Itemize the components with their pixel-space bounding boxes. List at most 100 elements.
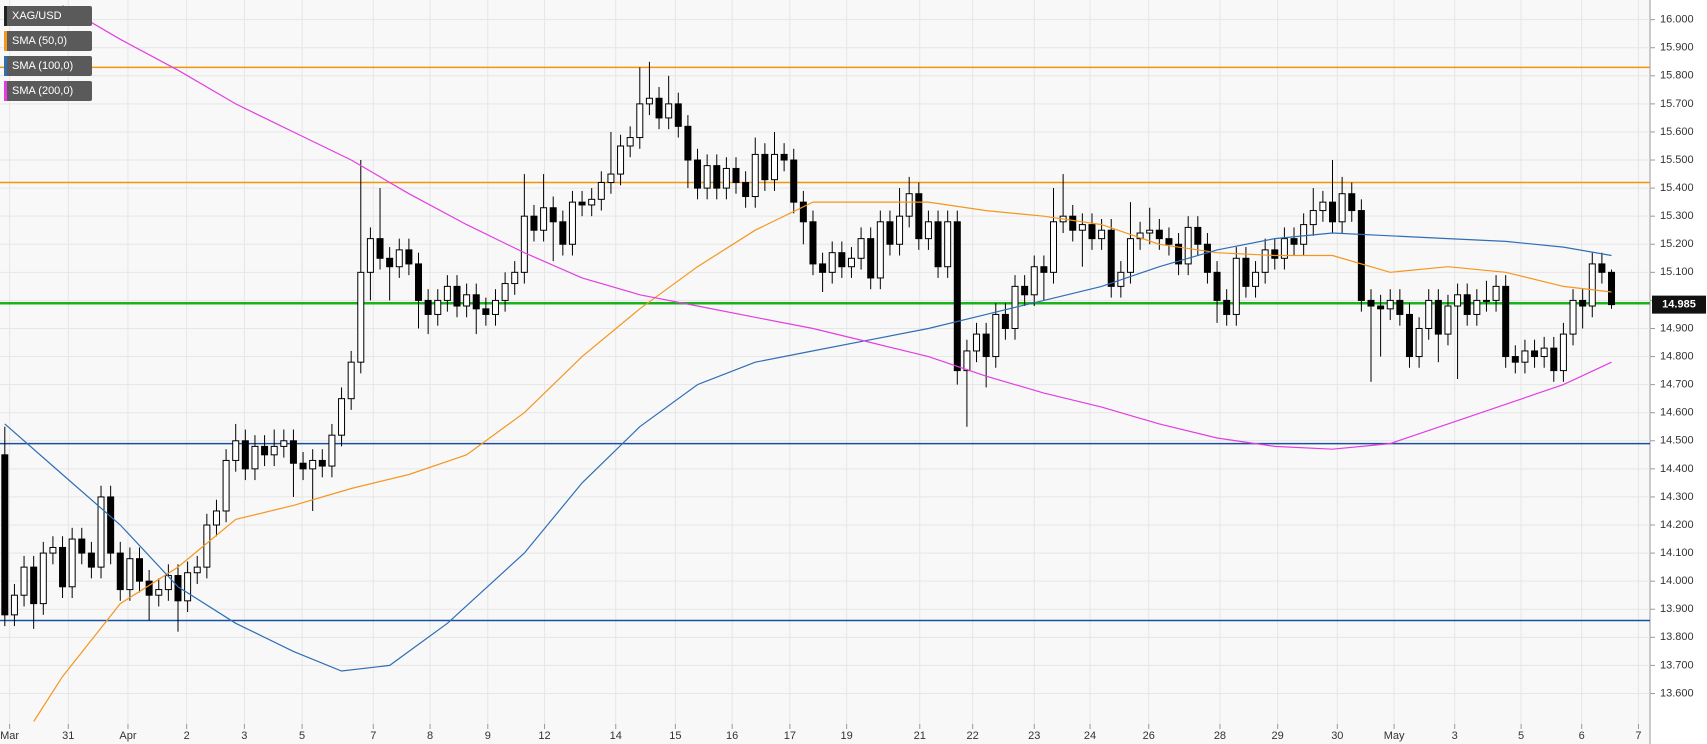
y-tick-label: 14.400 — [1660, 463, 1694, 475]
candle-body — [366, 238, 374, 273]
y-tick-label: 15.300 — [1660, 210, 1694, 222]
candle-body — [963, 350, 971, 372]
candle-body — [434, 299, 442, 315]
candle-body — [424, 299, 432, 315]
legend-swatch — [4, 31, 7, 51]
candle-body — [809, 221, 817, 265]
candle-body — [674, 103, 682, 127]
y-tick-label: 13.600 — [1660, 687, 1694, 699]
y-tick-label: 14.000 — [1660, 575, 1694, 587]
y-tick-label: 15.800 — [1660, 70, 1694, 82]
candle-body — [905, 193, 913, 217]
legend-label: SMA (200,0) — [12, 85, 73, 97]
candle-body — [116, 552, 124, 591]
y-tick-label: 15.200 — [1660, 238, 1694, 250]
legend-label: SMA (50,0) — [12, 35, 67, 47]
candle-body — [636, 103, 644, 139]
candle-body — [1598, 263, 1606, 273]
candle-body — [1078, 224, 1086, 231]
candle-body — [1203, 243, 1211, 273]
x-tick-label: 7 — [1635, 730, 1641, 742]
candle-body — [1329, 201, 1337, 223]
candle-body — [443, 285, 451, 301]
candle-body — [357, 271, 365, 363]
x-tick-label: 16 — [726, 730, 738, 742]
candle-body — [184, 572, 192, 602]
candle-body — [1021, 285, 1029, 296]
candle-body — [549, 207, 557, 223]
candle-body — [770, 153, 778, 181]
candle-body — [1098, 229, 1106, 240]
candle-body — [222, 459, 230, 512]
candle-body — [1001, 313, 1009, 329]
legend-swatch — [4, 81, 7, 101]
candle-body — [30, 566, 38, 605]
legend-item — [4, 56, 92, 76]
candle-body — [482, 308, 490, 315]
candle-body — [1300, 224, 1308, 245]
candle-body — [1126, 238, 1134, 273]
candle-body — [799, 201, 807, 223]
candle-body — [1521, 350, 1529, 363]
candle-body — [617, 145, 625, 175]
candle-body — [376, 238, 384, 259]
candle-body — [1309, 210, 1317, 226]
candle-body — [751, 153, 759, 198]
candle-body — [857, 238, 865, 259]
candle-body — [491, 299, 499, 315]
candle-body — [136, 558, 144, 582]
candle-body — [722, 167, 730, 189]
candle-body — [1367, 299, 1375, 307]
candle-body — [1540, 347, 1548, 358]
candle-body — [1425, 299, 1433, 329]
sma-line — [62, 5, 1612, 450]
candle-body — [1482, 299, 1490, 302]
y-tick-label: 14.800 — [1660, 350, 1694, 362]
candle-body — [1088, 224, 1096, 240]
candle-body — [1550, 347, 1558, 372]
x-tick-label: 19 — [841, 730, 853, 742]
plot-area — [0, 0, 1650, 744]
candle-body — [1444, 305, 1452, 335]
x-tick-label: 3 — [241, 730, 247, 742]
candle-body — [10, 594, 18, 616]
candle-body — [1175, 243, 1183, 265]
candle-body — [847, 257, 855, 268]
candle-body — [164, 575, 172, 591]
candle-body — [1338, 193, 1346, 223]
candle-body — [1213, 271, 1221, 301]
candle-body — [886, 221, 894, 245]
candle-body — [78, 538, 86, 554]
candle-body — [1396, 299, 1404, 315]
x-tick-label: 31 — [62, 730, 74, 742]
candle-body — [1136, 232, 1144, 240]
legend-label: SMA (100,0) — [12, 60, 73, 72]
candle-body — [684, 125, 692, 161]
candle-body — [1559, 333, 1567, 372]
x-tick-label: 7 — [370, 730, 376, 742]
legend-item — [4, 31, 92, 51]
candle-body — [1069, 215, 1077, 231]
candle-body — [1454, 294, 1462, 307]
candle-body — [270, 445, 278, 456]
candle-body — [790, 159, 798, 203]
candle-body — [1, 454, 9, 616]
y-tick-label: 13.700 — [1660, 659, 1694, 671]
candle-body — [193, 566, 201, 574]
candle-body — [1290, 238, 1298, 245]
candle-body — [867, 238, 875, 279]
candle-body — [896, 215, 904, 245]
x-tick-label: 2 — [184, 730, 190, 742]
y-tick-label: 15.100 — [1660, 266, 1694, 278]
x-tick-label: 14 — [610, 730, 622, 742]
y-tick-label: 14.900 — [1660, 322, 1694, 334]
y-tick-label: 14.700 — [1660, 379, 1694, 391]
x-tick-label: 21 — [914, 730, 926, 742]
candle-body — [328, 434, 336, 467]
x-tick-label: May — [1384, 730, 1405, 742]
y-tick-label: 13.800 — [1660, 631, 1694, 643]
candle-body — [1569, 299, 1577, 335]
candle-body — [472, 294, 480, 310]
candle-body — [1184, 226, 1192, 265]
candle-body — [607, 173, 615, 183]
